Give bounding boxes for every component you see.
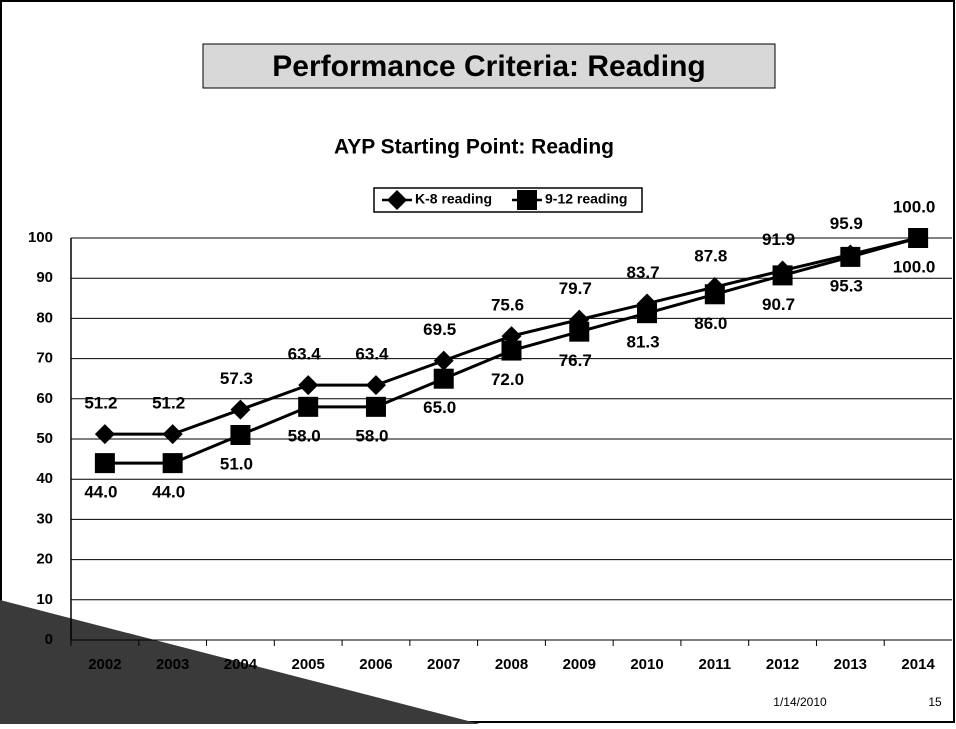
data-point	[230, 424, 251, 445]
data-point	[94, 424, 115, 445]
data-point	[433, 350, 454, 371]
data-label: 75.6	[491, 296, 524, 315]
data-point	[569, 321, 590, 342]
y-tick-label: 70	[36, 350, 53, 367]
y-tick-label: 20	[36, 551, 53, 568]
y-tick-label: 60	[36, 390, 53, 407]
data-point	[230, 399, 251, 420]
data-point	[637, 303, 658, 324]
data-point	[704, 284, 725, 305]
x-tick-label: 2012	[766, 656, 799, 673]
x-tick-label: 2008	[495, 656, 528, 673]
x-tick-label: 2009	[563, 656, 596, 673]
data-label: 57.3	[220, 369, 253, 388]
data-label: 95.9	[830, 214, 863, 233]
x-tick-label: 2002	[88, 656, 121, 673]
legend-box	[373, 187, 643, 213]
data-point	[162, 424, 183, 445]
data-point	[772, 265, 793, 286]
x-tick-label: 2004	[224, 656, 258, 673]
data-label: 44.0	[152, 483, 185, 502]
data-point	[162, 453, 183, 474]
data-label: 69.5	[423, 320, 456, 339]
data-label: 90.7	[762, 295, 795, 314]
y-tick-label: 30	[36, 510, 53, 527]
x-tick-label: 2006	[359, 656, 392, 673]
data-label: 95.3	[830, 276, 863, 295]
x-tick-label: 2005	[292, 656, 325, 673]
y-tick-label: 50	[36, 430, 53, 447]
data-label: 44.0	[84, 483, 117, 502]
data-label: 63.4	[355, 345, 389, 364]
y-tick-label: 80	[36, 309, 53, 326]
data-label: 72.0	[491, 370, 524, 389]
x-tick-label: 2013	[834, 656, 867, 673]
y-tick-label: 90	[36, 269, 53, 286]
y-tick-label: 100	[28, 229, 53, 246]
data-label: 91.9	[762, 230, 795, 249]
data-label: 58.0	[355, 426, 388, 445]
data-label: 76.7	[559, 351, 592, 370]
legend-label: K-8 reading	[415, 191, 492, 207]
data-point	[908, 228, 929, 248]
data-label: 79.7	[559, 279, 592, 298]
x-tick-label: 2007	[427, 656, 460, 673]
x-tick-label: 2003	[156, 656, 189, 673]
data-point	[365, 396, 386, 417]
data-point	[298, 375, 319, 396]
footer-date: 1/14/2010	[773, 695, 827, 709]
data-label: 58.0	[288, 426, 321, 445]
title-box	[202, 43, 776, 89]
legend-marker	[387, 190, 407, 210]
data-label: 87.8	[694, 247, 727, 266]
chart-title: AYP Starting Point: Reading	[334, 136, 614, 159]
data-label: 86.0	[694, 314, 727, 333]
x-tick-label: 2010	[630, 656, 663, 673]
legend-label: 9-12 reading	[545, 191, 627, 207]
slide-title: Performance Criteria: Reading	[272, 50, 705, 83]
data-point	[433, 368, 454, 389]
data-label: 51.0	[220, 454, 253, 473]
y-tick-label: 0	[45, 631, 53, 648]
footer-page: 15	[928, 695, 942, 709]
legend-marker	[517, 190, 537, 210]
y-tick-label: 40	[36, 470, 53, 487]
x-tick-label: 2011	[699, 656, 732, 673]
data-label: 51.2	[152, 394, 185, 413]
data-label: 81.3	[626, 333, 659, 352]
data-label: 51.2	[84, 394, 117, 413]
data-label: 100.0	[893, 197, 936, 216]
data-point	[94, 453, 115, 474]
data-label: 100.0	[893, 257, 936, 276]
data-point	[365, 375, 386, 396]
decoration	[0, 600, 480, 724]
y-tick-label: 10	[36, 591, 53, 608]
data-label: 65.0	[423, 398, 456, 417]
data-label: 63.4	[288, 345, 322, 364]
data-label: 83.7	[626, 263, 659, 282]
x-tick-label: 2014	[901, 656, 935, 673]
data-point	[840, 246, 861, 267]
data-point	[298, 396, 319, 417]
data-point	[501, 340, 522, 361]
